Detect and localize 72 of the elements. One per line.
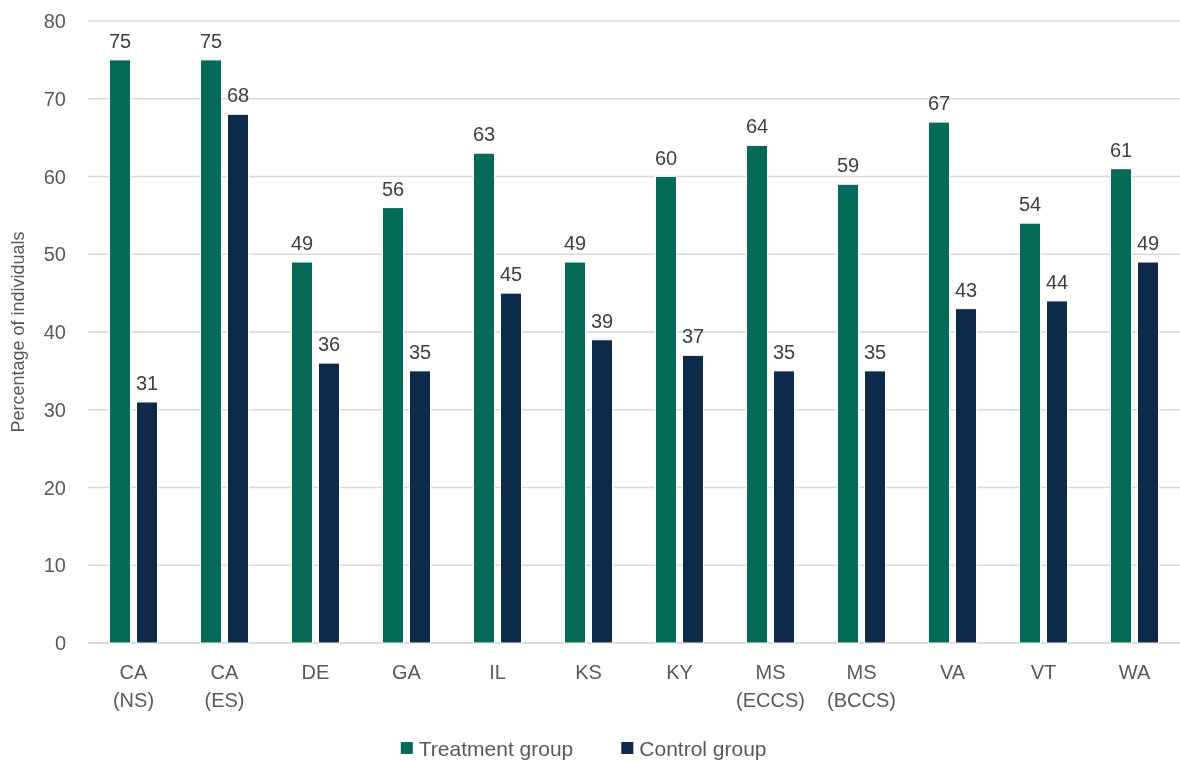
data-label: 61 — [1109, 138, 1133, 161]
data-label: 75 — [199, 29, 223, 52]
x-tick-label: CA (ES) — [204, 661, 245, 711]
bar — [682, 354, 704, 644]
data-label: 49 — [1136, 232, 1160, 255]
bar — [291, 261, 313, 644]
data-label: 44 — [1045, 270, 1069, 293]
bar — [1046, 300, 1068, 644]
data-label: 35 — [772, 340, 796, 363]
y-tick-label: 60 — [43, 165, 66, 188]
bar — [200, 59, 222, 644]
legend-label: Treatment group — [418, 736, 574, 760]
y-tick-label: 80 — [43, 10, 66, 32]
bar — [473, 152, 495, 644]
data-label: 56 — [381, 177, 405, 200]
bar — [955, 308, 977, 644]
x-tick-label: VA — [939, 661, 966, 683]
x-tick-label: GA — [392, 661, 422, 683]
data-label: 67 — [927, 92, 951, 115]
x-tick-label: DE — [301, 661, 330, 683]
bar — [382, 207, 404, 644]
data-label: 35 — [408, 340, 432, 363]
y-tick-label: 0 — [54, 632, 66, 654]
bar — [136, 401, 158, 644]
data-label: 68 — [226, 84, 250, 107]
legend-label: Control group — [639, 736, 767, 760]
y-tick-label: 20 — [43, 476, 66, 499]
x-tick-label: WA — [1118, 661, 1151, 683]
data-label: 59 — [836, 154, 860, 177]
data-label: 54 — [1018, 193, 1042, 216]
y-tick-label: 10 — [43, 554, 66, 577]
bar — [746, 144, 768, 644]
y-axis-title: Percentage of individuals — [8, 231, 28, 433]
x-tick-label: KS — [575, 661, 602, 683]
y-tick-label: 50 — [43, 243, 66, 266]
data-label: 43 — [954, 278, 978, 301]
data-label: 64 — [745, 115, 769, 138]
x-tick-label: VT — [1030, 661, 1057, 683]
bar — [1019, 222, 1041, 644]
bar — [564, 261, 586, 644]
bar — [837, 183, 859, 644]
bar — [227, 113, 249, 644]
data-label: 45 — [499, 263, 523, 286]
bar — [1110, 168, 1132, 644]
y-tick-label: 70 — [43, 87, 66, 110]
data-label: 37 — [681, 325, 705, 348]
x-tick-label: KY — [666, 661, 693, 683]
bar — [109, 59, 131, 644]
data-label: 49 — [290, 232, 314, 255]
bar — [318, 362, 340, 644]
data-label: 63 — [472, 123, 496, 146]
data-label: 39 — [590, 309, 614, 332]
x-tick-label: MS (ECCS) — [736, 661, 805, 711]
data-label: 60 — [654, 146, 678, 169]
bar — [773, 370, 795, 644]
bar — [655, 176, 677, 644]
bar — [591, 339, 613, 644]
bar — [409, 370, 431, 644]
data-label: 35 — [863, 340, 887, 363]
x-tick-label: IL — [489, 661, 506, 683]
bar — [864, 370, 886, 644]
x-tick-label: MS (BCCS) — [827, 661, 896, 711]
x-tick-label: CA (NS) — [112, 661, 155, 711]
y-tick-label: 30 — [43, 398, 66, 421]
data-label: 36 — [317, 333, 341, 356]
y-tick-label: 40 — [43, 321, 66, 343]
bar — [928, 121, 950, 644]
data-label: 75 — [108, 29, 132, 52]
data-label: 31 — [135, 371, 159, 394]
bar — [1137, 261, 1159, 644]
data-label: 49 — [563, 232, 587, 255]
bar — [500, 292, 522, 644]
